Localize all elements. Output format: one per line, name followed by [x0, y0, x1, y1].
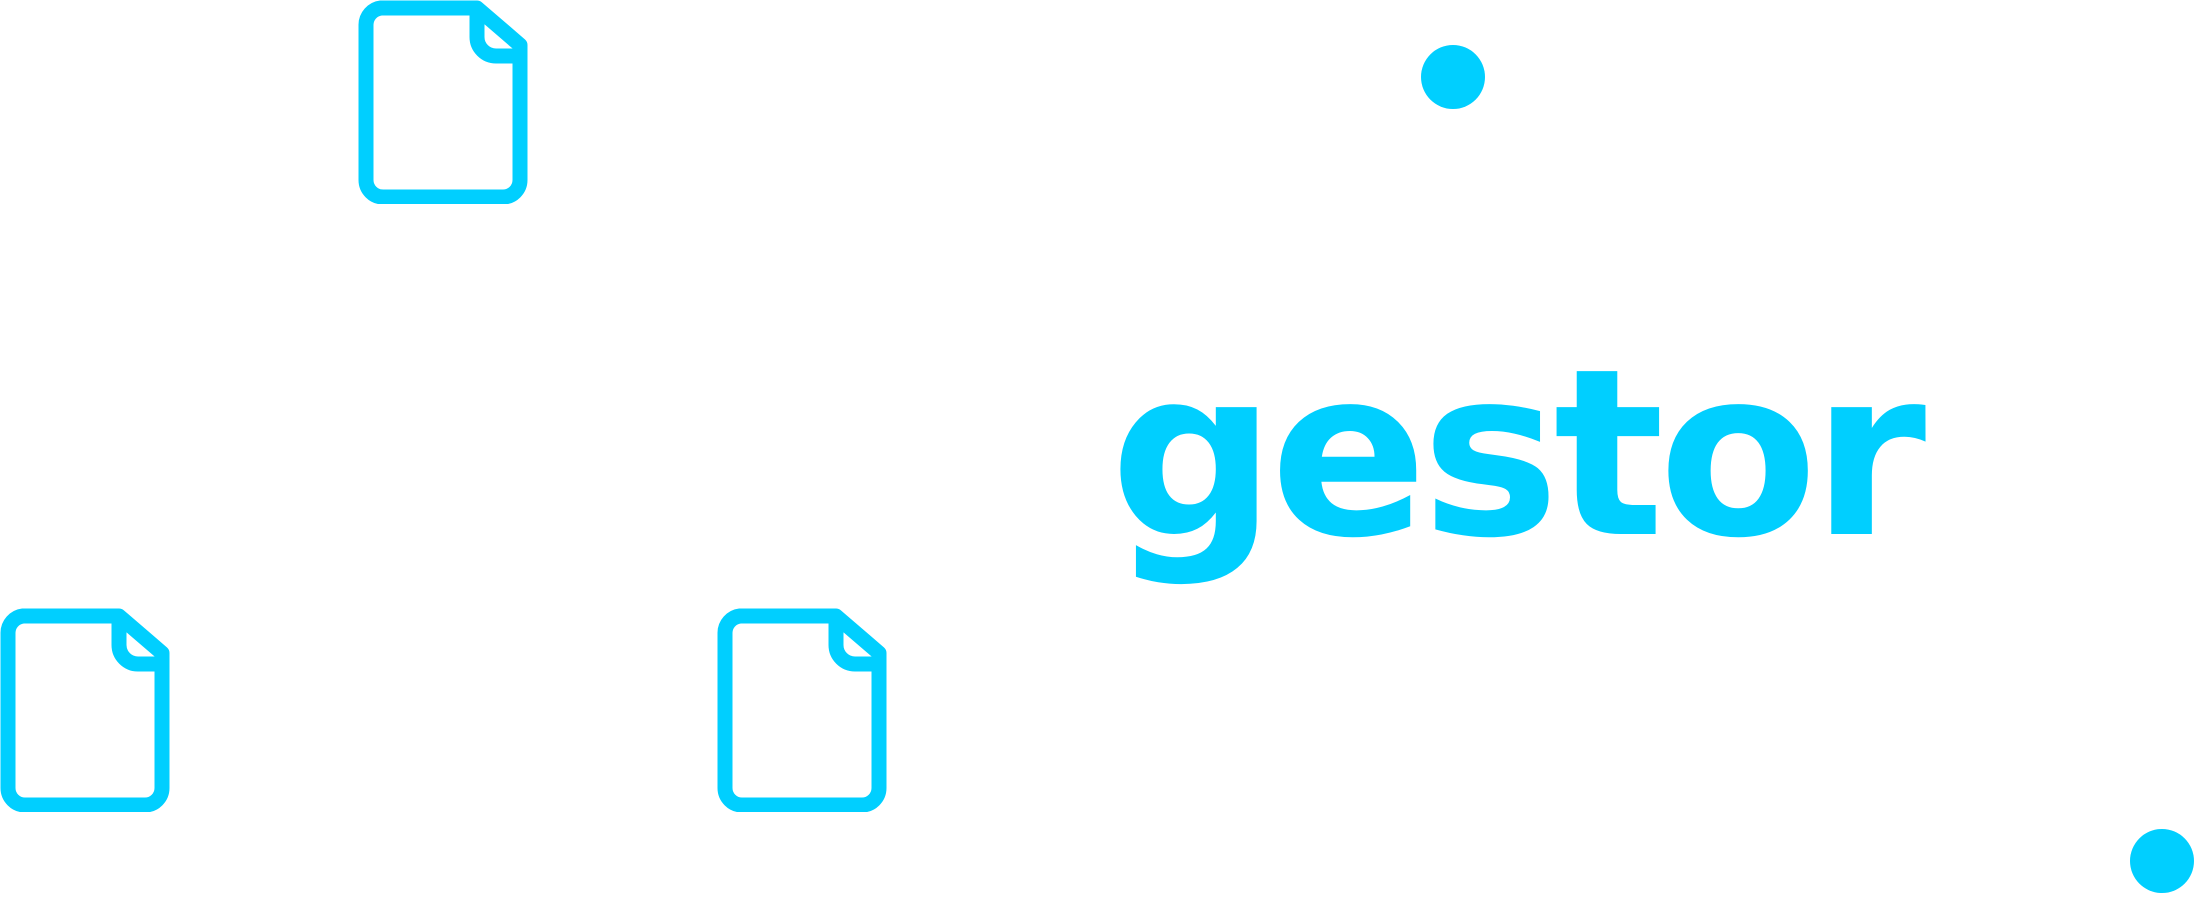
document-icon	[358, 0, 528, 204]
logo-wordmark: gestor	[1110, 319, 1926, 589]
document-icon	[0, 608, 170, 812]
dot	[2130, 829, 2194, 893]
dot	[1421, 45, 1485, 109]
document-icon	[717, 608, 887, 812]
